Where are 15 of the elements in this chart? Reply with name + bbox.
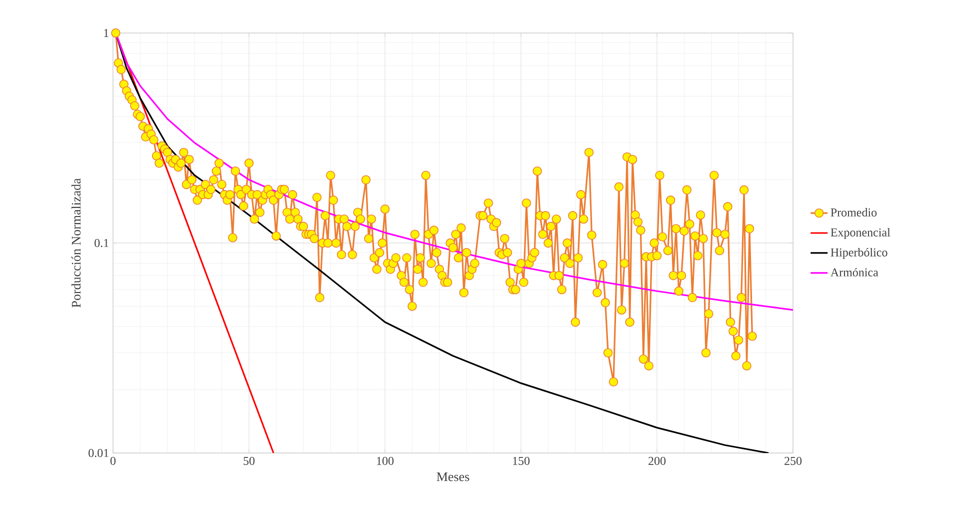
y-axis-title: Porducción Normalizada [71,178,81,308]
legend-label: Promedio [830,208,877,217]
x-tick-label: 150 [513,456,530,465]
x-tick-label: 100 [377,456,394,465]
x-axis-title: Meses [436,472,470,482]
x-tick-label: 50 [244,456,255,465]
legend-label: Hiperbólico [830,248,888,259]
x-tick-label: 200 [648,456,666,465]
legend-label: Exponencial [830,228,890,239]
x-tick-label: 250 [784,456,802,465]
legend-label: Armónica [830,268,878,276]
y-tick-label: 0.01 [88,448,108,458]
y-tick-label: 1 [104,29,108,37]
x-tick-label: 0 [110,456,116,465]
y-tick-label: 0.1 [94,238,108,248]
